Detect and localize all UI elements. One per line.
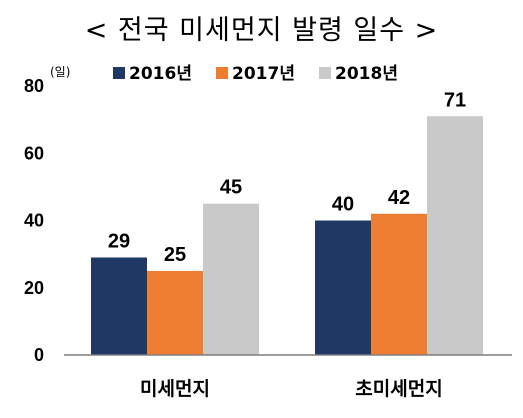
data-label: 40 <box>332 194 354 216</box>
category-labels: 미세먼지 초미세먼지 <box>140 378 443 400</box>
data-label: 42 <box>388 187 410 209</box>
x-category-label: 초미세먼지 <box>355 378 442 400</box>
y-axis-unit-label: (일) <box>50 65 70 79</box>
y-tick-label: 40 <box>24 211 44 231</box>
value-labels: 29 25 45 40 42 71 <box>108 89 466 266</box>
bar <box>371 213 427 355</box>
bar <box>147 270 203 355</box>
bar <box>315 220 371 355</box>
data-label: 71 <box>444 89 466 111</box>
bars <box>91 116 483 355</box>
legend-swatch <box>113 67 125 79</box>
y-tick-label: 20 <box>24 278 44 298</box>
bar <box>203 203 259 355</box>
bar <box>427 116 483 355</box>
data-label: 25 <box>164 244 186 266</box>
data-label: 29 <box>108 230 130 252</box>
legend-label: 2017년 <box>232 64 295 84</box>
x-category-label: 미세먼지 <box>140 378 210 400</box>
legend-label: 2018년 <box>335 64 398 84</box>
legend: 2016년 2017년 2018년 <box>113 64 398 84</box>
y-axis: 0 20 40 60 80 <box>24 76 44 365</box>
y-tick-label: 0 <box>34 345 44 365</box>
chart-title: < 전국 미세먼지 발령 일수 > <box>84 15 439 46</box>
legend-swatch <box>319 67 331 79</box>
y-tick-label: 80 <box>24 76 44 96</box>
legend-label: 2016년 <box>129 64 192 84</box>
y-tick-label: 60 <box>24 143 44 163</box>
bar <box>91 257 147 355</box>
legend-swatch <box>216 67 228 79</box>
data-label: 45 <box>220 177 242 199</box>
